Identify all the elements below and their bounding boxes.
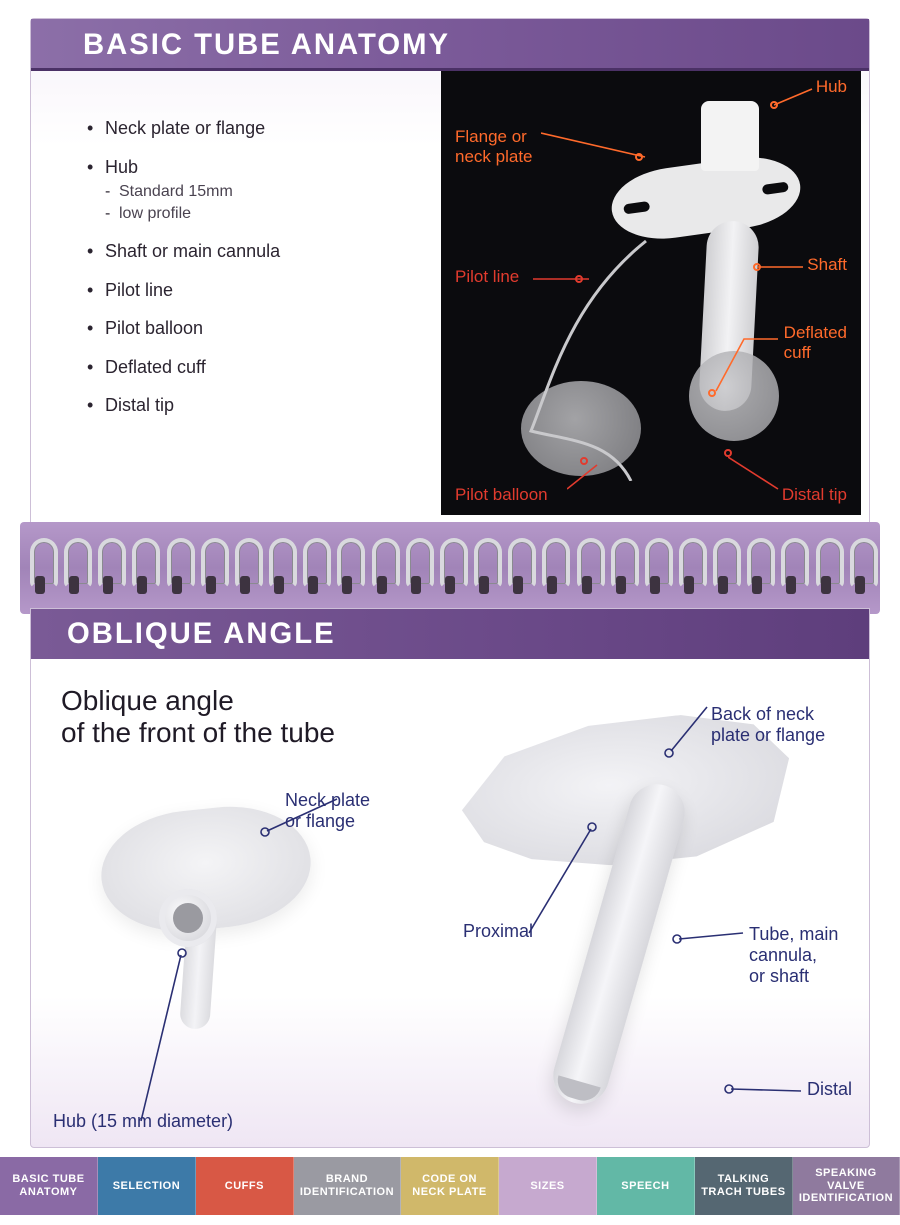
bullet-item: Deflated cuff bbox=[87, 356, 280, 379]
callout-distal-tip: Distal tip bbox=[782, 485, 847, 505]
bullet-item: Pilot balloon bbox=[87, 317, 280, 340]
spiral-ring bbox=[675, 536, 703, 600]
section-tab[interactable]: SPEAKING VALVE IDENTIFICATION bbox=[793, 1157, 900, 1215]
spiral-ring bbox=[60, 536, 88, 600]
spiral-ring bbox=[163, 536, 191, 600]
callout-deflated-cuff: Deflated cuff bbox=[784, 303, 847, 403]
spiral-ring bbox=[504, 536, 532, 600]
spiral-ring bbox=[368, 536, 396, 600]
section-tab[interactable]: TALKING TRACH TUBES bbox=[695, 1157, 793, 1215]
callout-hub-diameter: Hub (15 mm diameter) bbox=[53, 1111, 233, 1132]
spiral-ring bbox=[402, 536, 430, 600]
callout-pilot-balloon: Pilot balloon bbox=[455, 485, 548, 505]
bottom-body: Oblique angle of the front of the tube bbox=[31, 659, 869, 1148]
section-tab[interactable]: BRAND IDENTIFICATION bbox=[294, 1157, 401, 1215]
callout-hub-text: Hub bbox=[816, 77, 847, 96]
callout-pilot-line: Pilot line bbox=[455, 267, 519, 287]
spiral-ring bbox=[94, 536, 122, 600]
spiral-ring bbox=[641, 536, 669, 600]
front-hub-shape bbox=[159, 889, 217, 947]
callout-neck-plate: Neck plate or flange bbox=[285, 769, 370, 832]
spiral-ring bbox=[26, 536, 54, 600]
spiral-ring bbox=[846, 536, 874, 600]
callout-pilot-line-text: Pilot line bbox=[455, 267, 519, 286]
callout-flange-text: Flange or neck plate bbox=[455, 127, 533, 166]
spiral-binding bbox=[20, 522, 880, 614]
spiral-ring bbox=[743, 536, 771, 600]
spiral-ring bbox=[299, 536, 327, 600]
spiral-ring bbox=[607, 536, 635, 600]
bottom-page: OBLIQUE ANGLE Oblique angle of the front… bbox=[30, 608, 870, 1148]
bullet-item: Neck plate or flange bbox=[87, 117, 280, 140]
callout-distal-tip-text: Distal tip bbox=[782, 485, 847, 504]
section-tab[interactable]: CUFFS bbox=[196, 1157, 294, 1215]
section-tab[interactable]: CODE ON NECK PLATE bbox=[401, 1157, 499, 1215]
bottom-title: OBLIQUE ANGLE bbox=[67, 618, 336, 651]
callout-shaft: Shaft bbox=[807, 255, 847, 275]
section-tab[interactable]: SPEECH bbox=[597, 1157, 695, 1215]
spiral-ring bbox=[333, 536, 361, 600]
callout-hub: Hub bbox=[816, 77, 847, 97]
anatomy-photo: Hub Flange or neck plate Pilot line Shaf… bbox=[441, 71, 861, 515]
spiral-ring bbox=[265, 536, 293, 600]
section-tab[interactable]: SIZES bbox=[499, 1157, 597, 1215]
callout-tube-shaft: Tube, main cannula, or shaft bbox=[749, 903, 838, 987]
oblique-diagram: Neck plate or flange Hub (15 mm diameter… bbox=[31, 659, 869, 1148]
section-tab[interactable]: BASIC TUBE ANATOMY bbox=[0, 1157, 98, 1215]
callout-shaft-text: Shaft bbox=[807, 255, 847, 274]
bullet-item: HubStandard 15mmlow profile bbox=[87, 156, 280, 225]
top-title: BASIC TUBE ANATOMY bbox=[83, 29, 450, 62]
spiral-ring bbox=[128, 536, 156, 600]
bottom-title-bar: OBLIQUE ANGLE bbox=[31, 609, 869, 659]
sub-bullet-item: Standard 15mm bbox=[105, 182, 280, 202]
spiral-ring bbox=[709, 536, 737, 600]
top-body: Neck plate or flangeHubStandard 15mmlow … bbox=[31, 71, 869, 529]
device-illustration bbox=[641, 101, 791, 481]
anatomy-bullet-list: Neck plate or flange HubStandard 15mmlow … bbox=[87, 117, 280, 433]
sub-bullet-item: low profile bbox=[105, 204, 280, 224]
callout-proximal: Proximal bbox=[463, 921, 533, 942]
bullet-item: Pilot line bbox=[87, 279, 280, 302]
bullet-item: Shaft or main cannula bbox=[87, 240, 280, 263]
bullet-item: Distal tip bbox=[87, 394, 280, 417]
callout-flange: Flange or neck plate bbox=[455, 107, 533, 207]
spiral-ring bbox=[573, 536, 601, 600]
spiral-ring bbox=[538, 536, 566, 600]
callout-back-flange: Back of neck plate or flange bbox=[711, 683, 825, 746]
spiral-ring bbox=[470, 536, 498, 600]
spiral-ring bbox=[436, 536, 464, 600]
spiral-ring bbox=[812, 536, 840, 600]
section-tab[interactable]: SELECTION bbox=[98, 1157, 196, 1215]
top-page: BASIC TUBE ANATOMY Neck plate or flange H… bbox=[30, 18, 870, 528]
hub-shape bbox=[701, 101, 759, 171]
section-tabs: BASIC TUBE ANATOMYSELECTIONCUFFSBRAND ID… bbox=[0, 1157, 900, 1215]
spiral-ring bbox=[777, 536, 805, 600]
spiral-ring bbox=[231, 536, 259, 600]
callout-deflated-cuff-text: Deflated cuff bbox=[784, 323, 847, 362]
callout-pilot-balloon-text: Pilot balloon bbox=[455, 485, 548, 504]
callout-distal: Distal bbox=[807, 1079, 852, 1100]
top-title-bar: BASIC TUBE ANATOMY bbox=[31, 19, 869, 71]
spiral-ring bbox=[197, 536, 225, 600]
